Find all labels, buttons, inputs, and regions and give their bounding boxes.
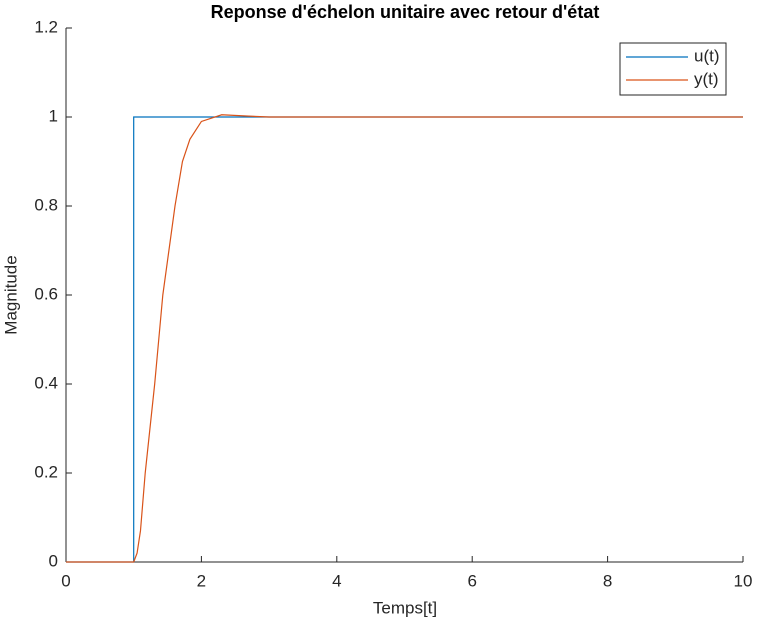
x-tick-label: 6 (467, 571, 476, 590)
x-axis-label: Temps[t] (373, 598, 437, 617)
y-tick-label: 0.4 (34, 373, 58, 392)
x-tick-label: 10 (734, 571, 753, 590)
y-tick-label: 0.8 (34, 195, 58, 214)
x-tick-label: 8 (603, 571, 612, 590)
chart-title: Reponse d'échelon unitaire avec retour d… (211, 2, 600, 22)
y-tick-label: 1 (49, 106, 58, 125)
legend-label: u(t) (694, 46, 720, 65)
y-axis-label: Magnitude (1, 255, 20, 334)
y-tick-label: 0.6 (34, 284, 58, 303)
legend-label: y(t) (694, 69, 719, 88)
y-tick-label: 0 (49, 551, 58, 570)
x-tick-label: 2 (197, 571, 206, 590)
legend-box (619, 42, 727, 96)
series-line (66, 116, 743, 563)
x-tick-label: 4 (332, 571, 341, 590)
y-tick-label: 0.2 (34, 462, 58, 481)
x-tick-label: 0 (61, 571, 70, 590)
series-line (66, 114, 743, 563)
y-tick-label: 1.2 (34, 17, 58, 36)
